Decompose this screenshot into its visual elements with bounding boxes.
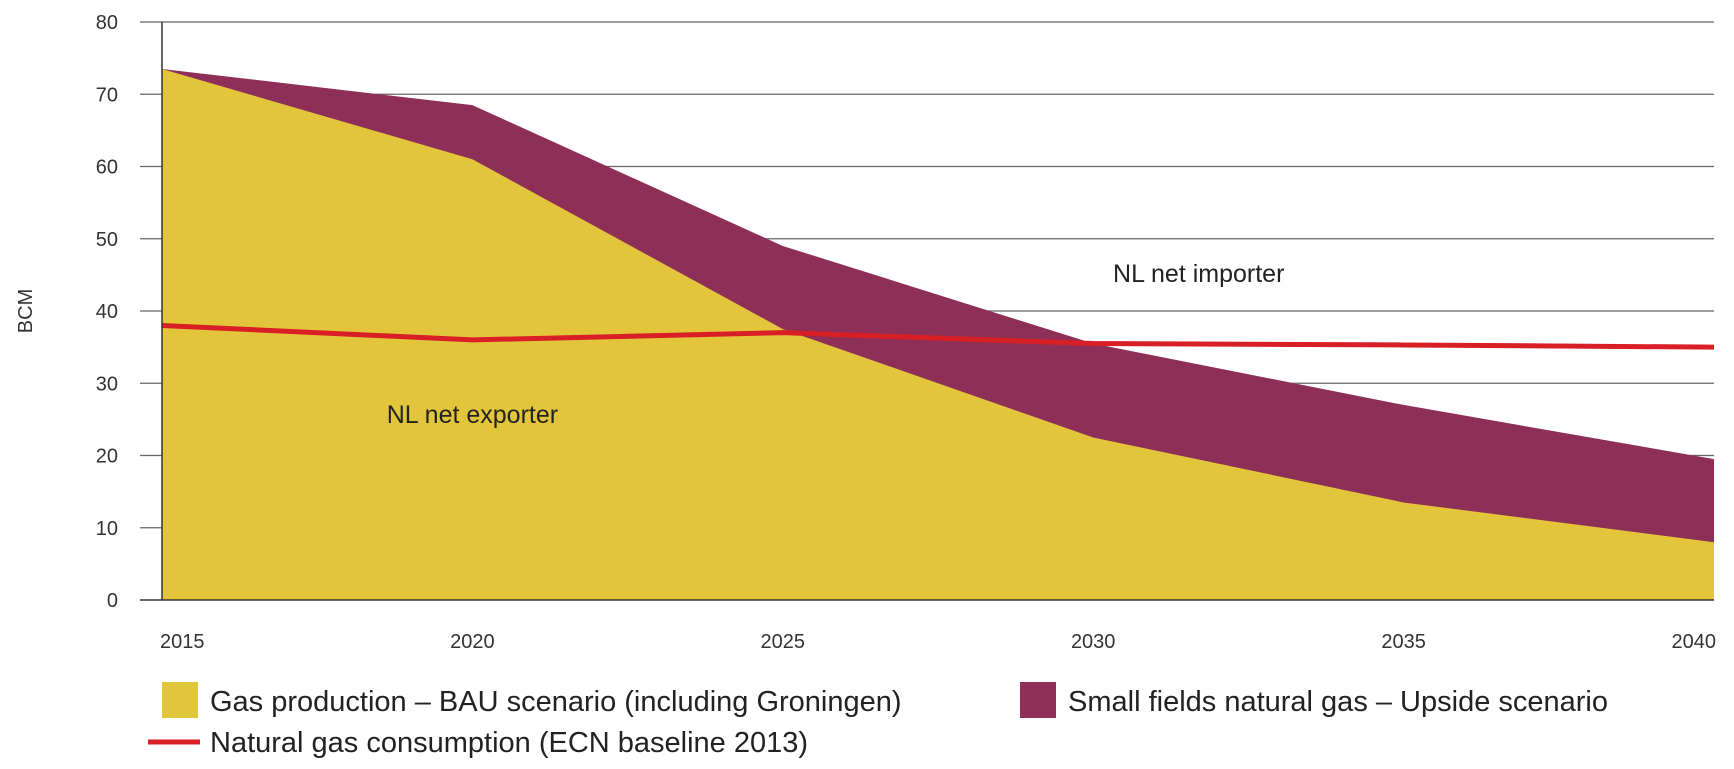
y-tick-label-60: 60: [96, 157, 118, 179]
y-tick-label-30: 30: [96, 373, 118, 395]
legend-label-consumption: Natural gas consumption (ECN baseline 20…: [210, 727, 808, 759]
x-tick-label-2035: 2035: [1381, 631, 1426, 653]
y-axis-label: BCM: [15, 289, 37, 333]
x-tick-label-2040: 2040: [1672, 631, 1717, 653]
x-tick-label-2015: 2015: [160, 631, 205, 653]
x-tick-label-2020: 2020: [450, 631, 495, 653]
y-tick-label-70: 70: [96, 84, 118, 106]
annotation-1: NL net exporter: [387, 401, 558, 429]
x-tick-label-2025: 2025: [761, 631, 806, 653]
annotation-0: NL net importer: [1113, 260, 1284, 288]
legend-label-upside: Small fields natural gas – Upside scenar…: [1068, 686, 1608, 718]
annotations: NL net importer NL net exporter: [387, 260, 1285, 429]
legend-swatch-upside: [1020, 682, 1056, 718]
consumption-line: [161, 322, 1715, 350]
bau-area: [162, 68, 1714, 600]
area-layer: [162, 68, 1714, 600]
legend-label-bau: Gas production – BAU scenario (including…: [210, 686, 902, 718]
y-tick-label-50: 50: [96, 229, 118, 251]
y-tick-label-40: 40: [96, 301, 118, 323]
legend-swatch-bau: [162, 682, 198, 718]
legend: Gas production – BAU scenario (including…: [148, 682, 1608, 759]
x-tick-label-2030: 2030: [1071, 631, 1116, 653]
y-tick-label-10: 10: [96, 518, 118, 540]
y-tick-label-20: 20: [96, 446, 118, 468]
y-tick-label-0: 0: [107, 590, 118, 612]
y-tick-label-80: 80: [96, 12, 118, 34]
line-layer: [161, 322, 1715, 350]
